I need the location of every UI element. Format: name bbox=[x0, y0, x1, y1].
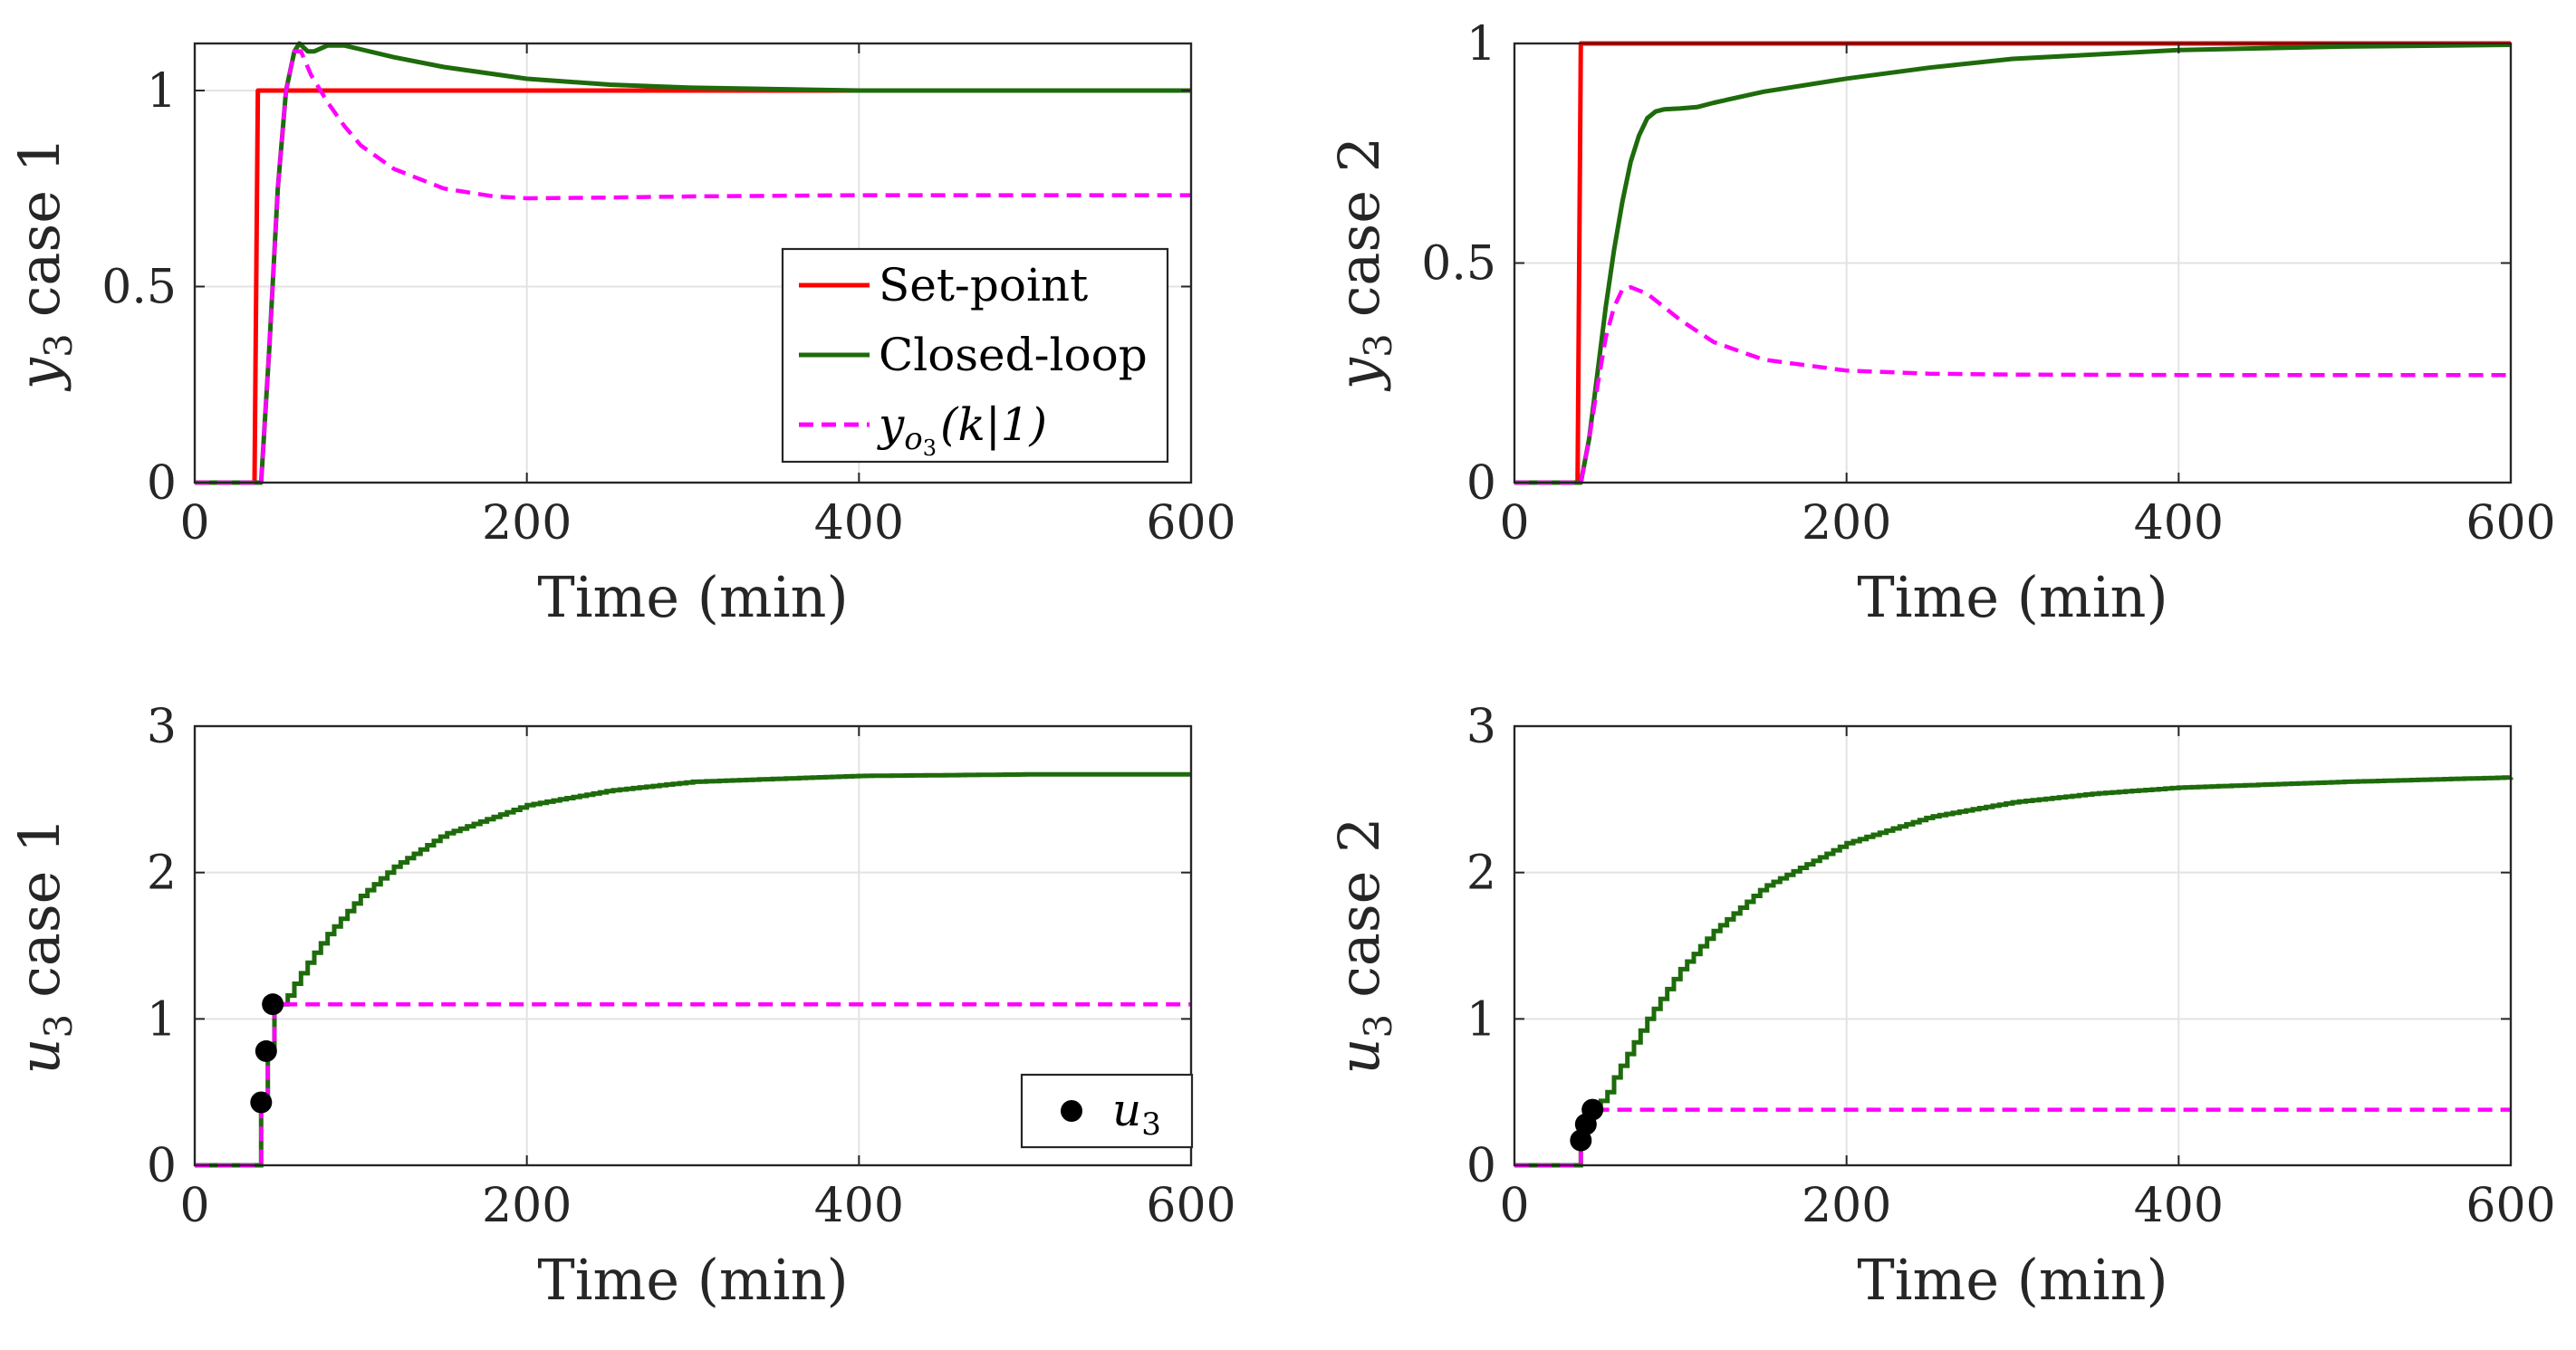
y-tick-label: 0 bbox=[147, 456, 177, 511]
y-axis-label: u3 case 2 bbox=[1326, 817, 1400, 1074]
marker-point bbox=[1581, 1098, 1604, 1121]
y-tick-label: 3 bbox=[147, 700, 177, 754]
x-tick-label: 600 bbox=[2465, 1179, 2555, 1233]
marker-point bbox=[255, 1039, 277, 1062]
legend-u3-label: u3 bbox=[1112, 1084, 1161, 1143]
x-tick-label: 200 bbox=[482, 1179, 572, 1233]
axes-box bbox=[1513, 724, 2513, 1167]
series-prediction bbox=[1514, 284, 2511, 485]
y-label-subscript: 3 bbox=[36, 1014, 81, 1039]
y-label-text: case 2 bbox=[1326, 817, 1392, 997]
x-tick-label: 400 bbox=[2134, 496, 2224, 551]
y-tick-label: 0.5 bbox=[1421, 237, 1496, 292]
y-axis-label: y3 case 1 bbox=[6, 137, 81, 392]
legend-box bbox=[1020, 1073, 1194, 1149]
x-tick-label: 0 bbox=[179, 496, 209, 551]
y-label-text: case 2 bbox=[1326, 137, 1392, 317]
y-tick-label: 0 bbox=[147, 1139, 177, 1193]
x-tick-label: 200 bbox=[482, 496, 572, 551]
y-tick-label: 1 bbox=[147, 64, 177, 119]
axes-box bbox=[193, 724, 1193, 1167]
y-label-symbol: y bbox=[1326, 357, 1392, 392]
legend-u3-sub: 3 bbox=[1141, 1106, 1161, 1143]
y-label-symbol: u bbox=[1326, 1039, 1392, 1075]
y-label-subscript: 3 bbox=[1356, 1014, 1400, 1039]
y-label-text: case 1 bbox=[6, 137, 72, 317]
x-tick-label: 200 bbox=[1802, 496, 1891, 551]
plot-p2: 0 200 400 600 0 0.5 1 Time (min) y3 case 2 bbox=[1326, 17, 2556, 630]
y-label-subscript: 3 bbox=[36, 333, 81, 358]
plot-area bbox=[1513, 724, 2513, 1167]
legend-u3-marker bbox=[1061, 1100, 1082, 1122]
y-axis-label: u3 case 1 bbox=[6, 817, 81, 1074]
legend-pred-subsub: 3 bbox=[923, 436, 937, 461]
legend-u3-symbol: u bbox=[1112, 1084, 1141, 1136]
x-axis-label: Time (min) bbox=[1857, 564, 2167, 630]
legend-setpoint-label: Set-point bbox=[879, 259, 1088, 311]
y-label-symbol: y bbox=[6, 357, 72, 392]
x-tick-label: 600 bbox=[1146, 496, 1235, 551]
y-label-text: case 1 bbox=[6, 817, 72, 997]
y-label-subscript: 3 bbox=[1356, 333, 1400, 358]
y-tick-label: 2 bbox=[1466, 847, 1496, 901]
y-tick-label: 0 bbox=[1466, 1139, 1496, 1193]
series-prediction bbox=[1514, 1107, 2511, 1168]
series-closed_loop bbox=[195, 41, 1191, 485]
legend-prediction-label: yo3(k|1) bbox=[877, 398, 1047, 461]
y-axis-label: y3 case 2 bbox=[1326, 137, 1400, 392]
marker-point bbox=[250, 1091, 273, 1114]
x-tick-label: 400 bbox=[2134, 1179, 2224, 1233]
y-tick-label: 0 bbox=[1466, 456, 1496, 511]
y-tick-label: 1 bbox=[147, 992, 177, 1047]
x-tick-label: 0 bbox=[1499, 496, 1529, 551]
series-closed_loop bbox=[195, 771, 1191, 1168]
x-tick-label: 0 bbox=[179, 1179, 209, 1233]
marker-point bbox=[262, 993, 284, 1016]
x-axis-label: Time (min) bbox=[537, 1247, 848, 1313]
legend-pred-sub: o bbox=[904, 421, 922, 457]
legend-closed-loop-label: Closed-loop bbox=[879, 329, 1148, 381]
x-tick-label: 600 bbox=[2465, 496, 2555, 551]
legend-pred-symbol: y bbox=[877, 398, 905, 451]
y-tick-label: 3 bbox=[1466, 700, 1496, 754]
x-tick-label: 600 bbox=[1146, 1179, 1235, 1233]
y-tick-label: 0.5 bbox=[101, 260, 177, 314]
x-tick-label: 400 bbox=[814, 1179, 904, 1233]
y-tick-label: 1 bbox=[1466, 17, 1496, 72]
x-axis-label: Time (min) bbox=[537, 564, 848, 630]
x-tick-label: 400 bbox=[814, 496, 904, 551]
y-tick-label: 1 bbox=[1466, 992, 1496, 1047]
series-closed_loop bbox=[1514, 43, 2512, 485]
x-axis-label: Time (min) bbox=[1857, 1247, 2167, 1313]
legend-top-left: Set-point Closed-loop yo3(k|1) bbox=[781, 247, 1169, 464]
legend-bottom-left: u3 bbox=[1020, 1073, 1194, 1149]
x-tick-label: 200 bbox=[1802, 1179, 1891, 1233]
axes-box bbox=[193, 42, 1193, 484]
y-label-symbol: u bbox=[6, 1039, 72, 1075]
series-closed_loop bbox=[1514, 775, 2514, 1168]
x-tick-label: 0 bbox=[1499, 1179, 1529, 1233]
y-tick-label: 2 bbox=[147, 847, 177, 901]
legend-pred-args: (k|1) bbox=[940, 398, 1047, 451]
